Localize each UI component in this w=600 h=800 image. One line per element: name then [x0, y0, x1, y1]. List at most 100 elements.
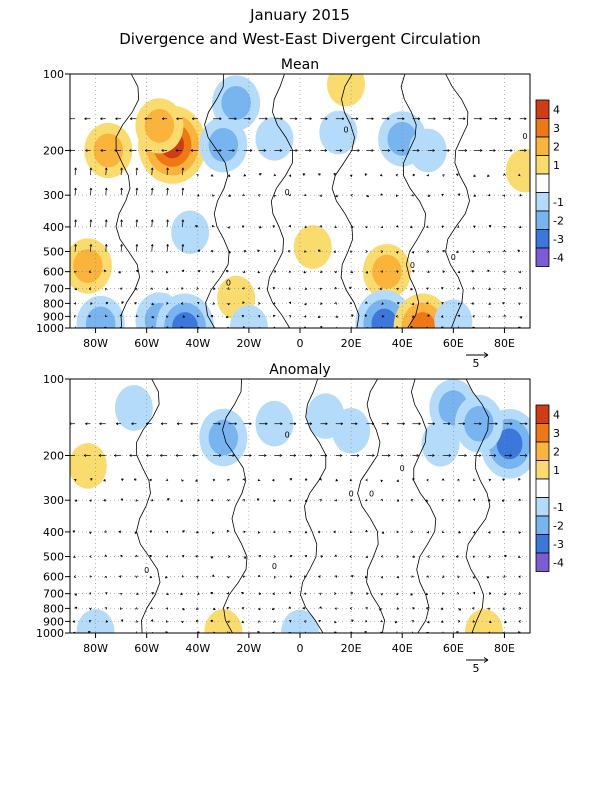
anomaly-vector-arrow: [396, 575, 400, 579]
mean-shade-blob: [319, 110, 358, 155]
mean-vector-arrow: [100, 149, 106, 152]
mean-vector-arrow: [273, 314, 276, 318]
anomaly-vector-arrow: [259, 454, 267, 457]
anomaly-vector-arrow: [380, 619, 383, 623]
anomaly-vector-arrow: [397, 454, 404, 457]
chart-subtitle: Divergence and West-East Divergent Circu…: [119, 30, 481, 48]
mean-vector-arrow: [114, 149, 122, 152]
mean-vector-arrow: [176, 117, 183, 121]
anomaly-x-tick-label: 0: [297, 642, 304, 655]
mean-vector-arrow: [90, 302, 93, 305]
mean-vector-arrow: [190, 149, 198, 152]
anomaly-vector-arrow: [350, 575, 354, 578]
anomaly-panel-title: Anomaly: [269, 362, 330, 378]
mean-contour-label: 0: [285, 188, 290, 197]
anomaly-vector-arrow: [366, 422, 375, 426]
mean-contour-label: 0: [410, 261, 415, 270]
anomaly-vector-arrow: [427, 454, 435, 457]
anomaly-vector-arrow: [241, 591, 244, 595]
anomaly-vector-arrow: [349, 607, 353, 610]
mean-vector-arrow: [181, 219, 185, 227]
mean-vector-arrow: [150, 244, 154, 252]
mean-vector-arrow: [397, 149, 405, 152]
anomaly-vector-arrow: [180, 592, 183, 596]
mean-vector-arrow: [166, 244, 169, 252]
mean-vector-arrow: [103, 269, 107, 273]
anomaly-vector-arrow: [518, 555, 521, 558]
mean-shade-blob: [208, 127, 239, 162]
anomaly-vector-arrow: [334, 498, 337, 502]
anomaly-colorbar-swatch: [535, 441, 550, 461]
mean-vector-arrow: [411, 315, 415, 318]
anomaly-vector-arrow: [114, 454, 122, 457]
mean-vector-arrow: [334, 225, 338, 229]
mean-vector-arrow: [487, 269, 490, 273]
anomaly-vector-arrow: [443, 422, 451, 426]
mean-vector-arrow: [104, 167, 108, 176]
anomaly-vector-arrow: [289, 478, 293, 481]
mean-vector-arrow: [489, 117, 498, 121]
mean-vector-arrow: [441, 225, 445, 229]
anomaly-colorbar-label: 4: [553, 408, 560, 421]
mean-vector-arrow: [489, 149, 496, 152]
anomaly-vector-arrow: [288, 499, 291, 502]
mean-contour-label: 0: [343, 126, 348, 135]
mean-x-tick-label: 0: [297, 337, 304, 350]
mean-vector-arrow: [366, 194, 369, 198]
mean-reference-vector: 5: [466, 352, 489, 370]
anomaly-vector-arrow: [349, 478, 353, 482]
anomaly-vector-arrow: [150, 619, 154, 622]
anomaly-vector-arrow: [131, 422, 137, 426]
mean-vector-arrow: [119, 287, 123, 290]
mean-vector-arrow: [380, 225, 384, 229]
mean-vector-arrow: [426, 225, 429, 229]
anomaly-colorbar-swatch: [535, 478, 550, 498]
mean-vector-arrow: [487, 193, 491, 197]
anomaly-vector-arrow: [318, 575, 321, 578]
anomaly-vector-arrow: [425, 499, 429, 502]
anomaly-vector-arrow: [411, 620, 415, 623]
mean-vector-arrow: [227, 302, 230, 306]
anomaly-vector-arrow: [380, 498, 383, 502]
anomaly-vector-arrow: [319, 592, 322, 596]
anomaly-vector-arrow: [210, 591, 214, 595]
anomaly-vector-arrow: [257, 607, 261, 611]
mean-vector-arrow: [257, 270, 261, 274]
anomaly-y-tick-label: 100: [43, 373, 64, 386]
anomaly-vector-arrow: [518, 607, 522, 610]
mean-colorbar-swatch: [535, 173, 550, 193]
anomaly-shade-blob: [76, 609, 115, 633]
anomaly-vector-arrow: [305, 454, 313, 457]
anomaly-vector-arrow: [320, 454, 328, 457]
mean-vector-arrow: [457, 302, 461, 306]
mean-vector-arrow: [181, 269, 185, 273]
mean-vector-arrow: [488, 224, 492, 228]
mean-vector-arrow: [317, 249, 321, 253]
anomaly-vector-arrow: [412, 454, 419, 457]
mean-contour-line: [204, 74, 230, 328]
mean-vector-arrow: [115, 117, 122, 121]
anomaly-vector-arrow: [472, 478, 476, 481]
anomaly-vector-arrow: [473, 422, 482, 426]
anomaly-vector-arrow: [74, 593, 77, 596]
anomaly-contour-label: 0: [144, 566, 149, 575]
mean-vector-arrow: [274, 194, 277, 198]
anomaly-colorbar: 4 3 2 1 -1 -2 -3 -4: [535, 404, 564, 572]
mean-vector-arrow: [364, 173, 368, 176]
anomaly-vector-arrow: [472, 576, 476, 579]
anomaly-vector-arrow: [181, 620, 184, 624]
anomaly-contour-line: [136, 379, 161, 633]
mean-y-tick-label: 1000: [36, 322, 64, 335]
mean-vector-arrow: [319, 302, 323, 305]
anomaly-vector-arrow: [441, 530, 445, 533]
anomaly-vector-arrow: [412, 422, 421, 426]
anomaly-vector-arrow: [242, 478, 245, 481]
anomaly-vector-arrow: [380, 575, 384, 579]
mean-vector-arrow: [210, 314, 214, 318]
mean-vector-arrow: [488, 287, 491, 291]
mean-vector-arrow: [213, 117, 222, 121]
mean-vector-arrow: [472, 250, 475, 254]
anomaly-vector-arrow: [166, 498, 170, 501]
anomaly-vector-arrow: [135, 607, 138, 610]
anomaly-vector-arrow: [150, 498, 154, 502]
